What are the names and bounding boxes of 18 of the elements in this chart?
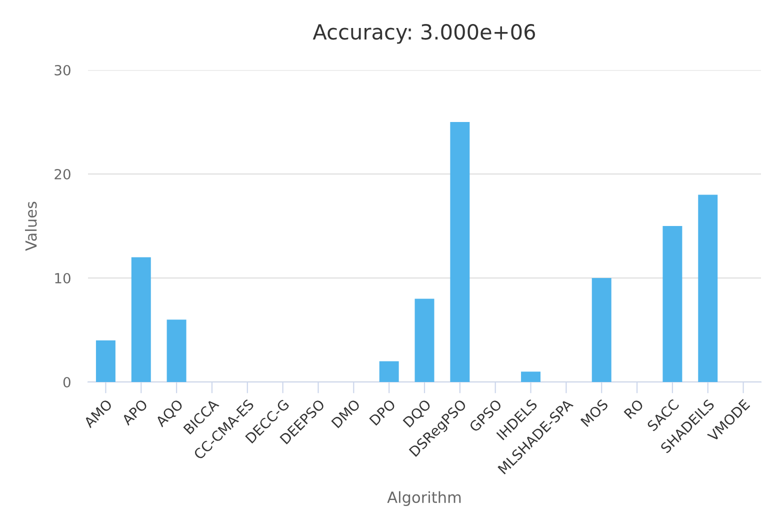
x-axis-title: Algorithm [387, 491, 461, 506]
bar [96, 340, 116, 382]
chart-title: Accuracy: 3.000e+06 [312, 24, 536, 44]
y-tick-label: 20 [54, 168, 70, 180]
bar [131, 257, 151, 382]
bar [521, 372, 541, 382]
bar [414, 298, 434, 382]
bar [698, 194, 718, 382]
bar [450, 122, 470, 382]
bar [662, 226, 682, 382]
y-tick-label: 0 [63, 376, 70, 388]
y-axis-title: Values [24, 202, 37, 251]
y-tick-label: 30 [54, 64, 70, 76]
x-tick-label: RO [624, 398, 644, 420]
y-tick-label: 10 [55, 272, 70, 284]
bar [166, 320, 186, 382]
bar [592, 278, 612, 382]
bar [379, 361, 399, 382]
